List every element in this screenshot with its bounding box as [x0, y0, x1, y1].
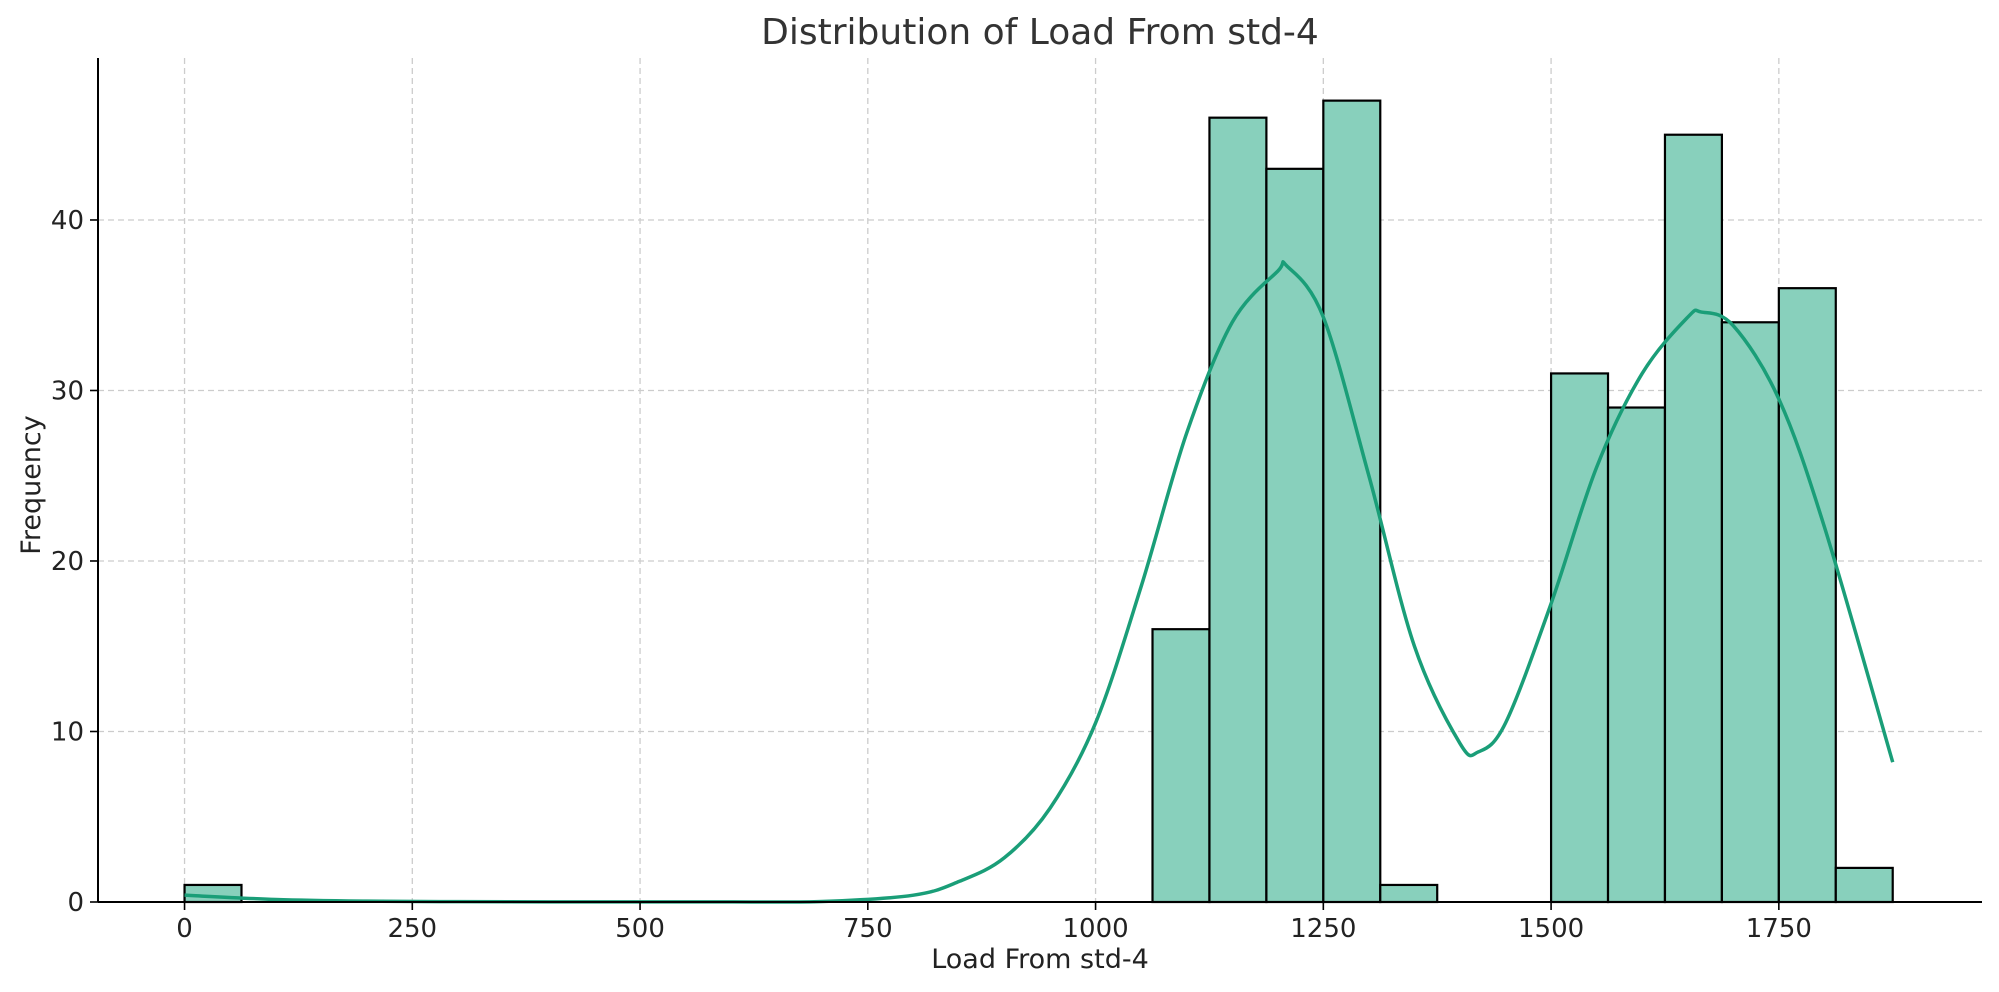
histogram-bar	[1379, 883, 1439, 904]
x-tick-label: 1750	[1746, 914, 1812, 944]
x-tick-label: 1000	[1062, 914, 1128, 944]
x-axis-title: Load From std-4	[931, 944, 1149, 975]
histogram-bar	[1663, 133, 1724, 904]
histogram-bar	[1834, 866, 1894, 904]
histogram-bar	[1606, 406, 1667, 904]
x-tick-label: 250	[387, 914, 437, 944]
y-axis-title: Frequency	[16, 415, 47, 555]
histogram-bar	[1777, 287, 1837, 904]
x-tick-label: 1250	[1290, 914, 1356, 944]
x-tick-label: 750	[843, 914, 893, 944]
histogram-bar	[1322, 99, 1382, 904]
y-tick-label: 0	[67, 888, 84, 918]
y-axis-ticks: 0 10 20 30 40	[51, 206, 98, 918]
y-tick-label: 10	[51, 717, 84, 747]
histogram-bar	[1151, 628, 1211, 904]
chart-title: Distribution of Load From std-4	[761, 12, 1319, 53]
histogram-bars	[183, 99, 1894, 904]
y-tick-label: 20	[51, 547, 84, 577]
histogram-bar	[1549, 372, 1610, 904]
y-tick-label: 40	[51, 206, 84, 236]
histogram-bar	[183, 883, 243, 904]
x-axis-ticks: 0 250 500 750 1000 1250 1500 1750	[176, 902, 1812, 944]
x-tick-label: 0	[176, 914, 193, 944]
histogram-bar	[1720, 321, 1780, 904]
histogram-bar	[1265, 167, 1325, 904]
y-tick-label: 30	[51, 376, 84, 406]
histogram-bar	[1208, 116, 1268, 904]
x-tick-label: 500	[615, 914, 665, 944]
x-tick-label: 1500	[1518, 914, 1584, 944]
